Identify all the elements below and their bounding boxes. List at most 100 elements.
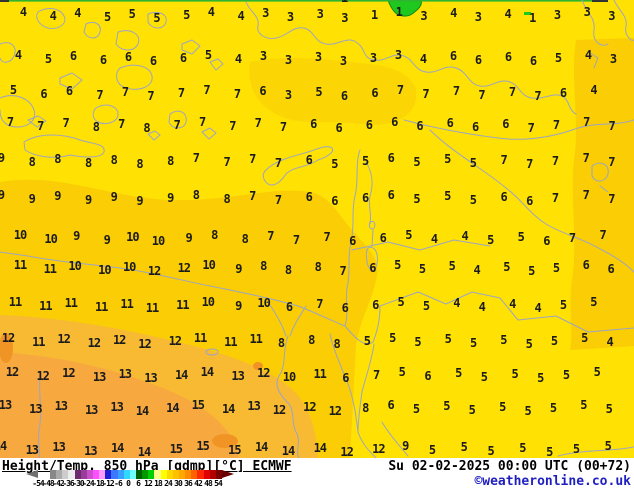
temperature-value: 12 [328,404,342,418]
temperature-value: 9 [28,192,36,206]
temperature-value: 11 [193,331,207,345]
colorbar-tick-label: -42 [52,479,64,488]
temperature-value: 8 [284,263,292,277]
colorbar-segment [117,470,124,479]
colorbar-tick-label: 48 [204,479,213,488]
temperature-value: 5 [397,295,404,309]
temperature-value: 3 [314,50,322,64]
temperature-value: 5 [128,7,136,21]
temperature-value: 7 [121,85,129,99]
colorbar-segment [154,470,161,479]
temperature-value: 3 [341,11,348,25]
temperature-value: 12 [177,261,191,275]
temperature-value: 5 [468,403,476,417]
colorbar-segment [56,470,63,479]
temperature-value: 6 [335,121,342,135]
temperature-value: 14 [281,444,295,458]
temperature-value: 4 [473,263,480,277]
temperature-value: 11 [120,297,133,311]
temperature-value: 5 [552,261,560,275]
temperature-value: 3 [394,48,402,62]
temperature-value: 9 [54,189,61,203]
temperature-value: 13 [0,398,12,412]
colorbar-tick-label: 42 [194,479,203,488]
colorbar-segment [74,470,81,479]
colorbar-segment [178,470,186,479]
colorbar-segment [123,470,130,479]
colorbar-segment [105,470,112,479]
temperature-value: 3 [284,88,292,102]
temperature-value: 9 [0,151,5,165]
temperature-value: 11 [32,335,45,349]
temperature-value: 11 [224,335,237,349]
temperature-value: 12 [168,334,182,348]
temperature-value: 7 [173,118,181,132]
temperature-value: 7 [223,155,230,169]
field-green-patch [387,0,422,17]
temperature-value: 5 [469,193,477,207]
temperature-value: 5 [499,400,506,414]
temperature-value: 7 [452,84,460,98]
temperature-value: 14 [110,441,124,455]
temperature-value: 11 [13,258,27,272]
temperature-value: 7 [203,83,210,97]
temperature-value: 6 [365,118,373,132]
temperature-value: 4 [207,5,215,19]
temperature-value: 4 [74,6,81,20]
temperature-value: 6 [372,298,379,312]
footer-bar: Height/Temp. 850 hPa [gdmp][°C] ECMWF Su… [0,458,634,490]
copyright-link[interactable]: ©weatheronline.co.uk [474,474,631,489]
temperature-value: 8 [314,260,322,274]
temperature-value: 7 [551,154,559,168]
temperature-value: 7 [599,228,606,242]
temperature-value: 14 [221,402,235,416]
colorbar-segment [62,470,69,479]
temperature-value: 5 [487,444,494,458]
temperature-value: 7 [274,193,282,207]
temperature-field-map: 3114445555443333113434133345666665433333… [0,0,634,458]
temperature-value: 6 [500,190,507,204]
colorbar-right-arrow [222,470,234,478]
temperature-value: 8 [223,192,230,206]
temperature-value: 7 [552,118,560,132]
temperature-value: 6 [305,153,313,167]
temperature-value: 7 [62,116,69,130]
temperature-value: 3 [259,49,267,63]
temperature-value: 6 [340,89,348,103]
temperature-value: 3 [286,10,294,24]
temperature-value: 5 [153,11,160,25]
temperature-value: 5 [559,298,567,312]
temperature-value: 3 [262,6,269,20]
temperature-value: 7 [279,120,287,134]
temperature-value: 13 [52,440,65,454]
temperature-value: 4 [478,300,486,314]
temperature-value: 12 [372,442,385,456]
coastlines [0,0,634,458]
temperature-value: 7 [249,189,256,203]
colorbar-segment [135,470,143,479]
temperature-value: 7 [249,152,256,166]
temperature-value: 7 [508,85,516,99]
temperature-value: 3 [583,5,591,19]
colorbar-tick-label: 6 [136,479,141,488]
temperature-value: 9 [235,262,242,276]
temperature-value: 10 [44,232,57,246]
temperature-value: 11 [39,299,52,313]
temperature-value: 4 [49,9,57,23]
temperature-value: 5 [604,439,612,453]
temperature-value: 7 [534,89,541,103]
temperature-value: 3 [339,54,347,68]
temperature-value: 12 [57,332,70,346]
temperature-value: 6 [449,49,457,63]
temperature-value: 10 [13,228,27,242]
temperature-value: 5 [394,258,401,272]
temperature-value: 10 [257,296,270,310]
temperature-value: 7 [192,151,200,165]
temperature-value: 6 [446,116,454,130]
temperature-value: 14 [166,401,179,415]
colorbar-left-arrow [26,470,38,478]
temperature-value: 6 [471,120,479,134]
temperature-value: 5 [469,156,477,170]
temperature-value: 7 [583,115,590,129]
temperature-value: 7 [274,156,282,170]
